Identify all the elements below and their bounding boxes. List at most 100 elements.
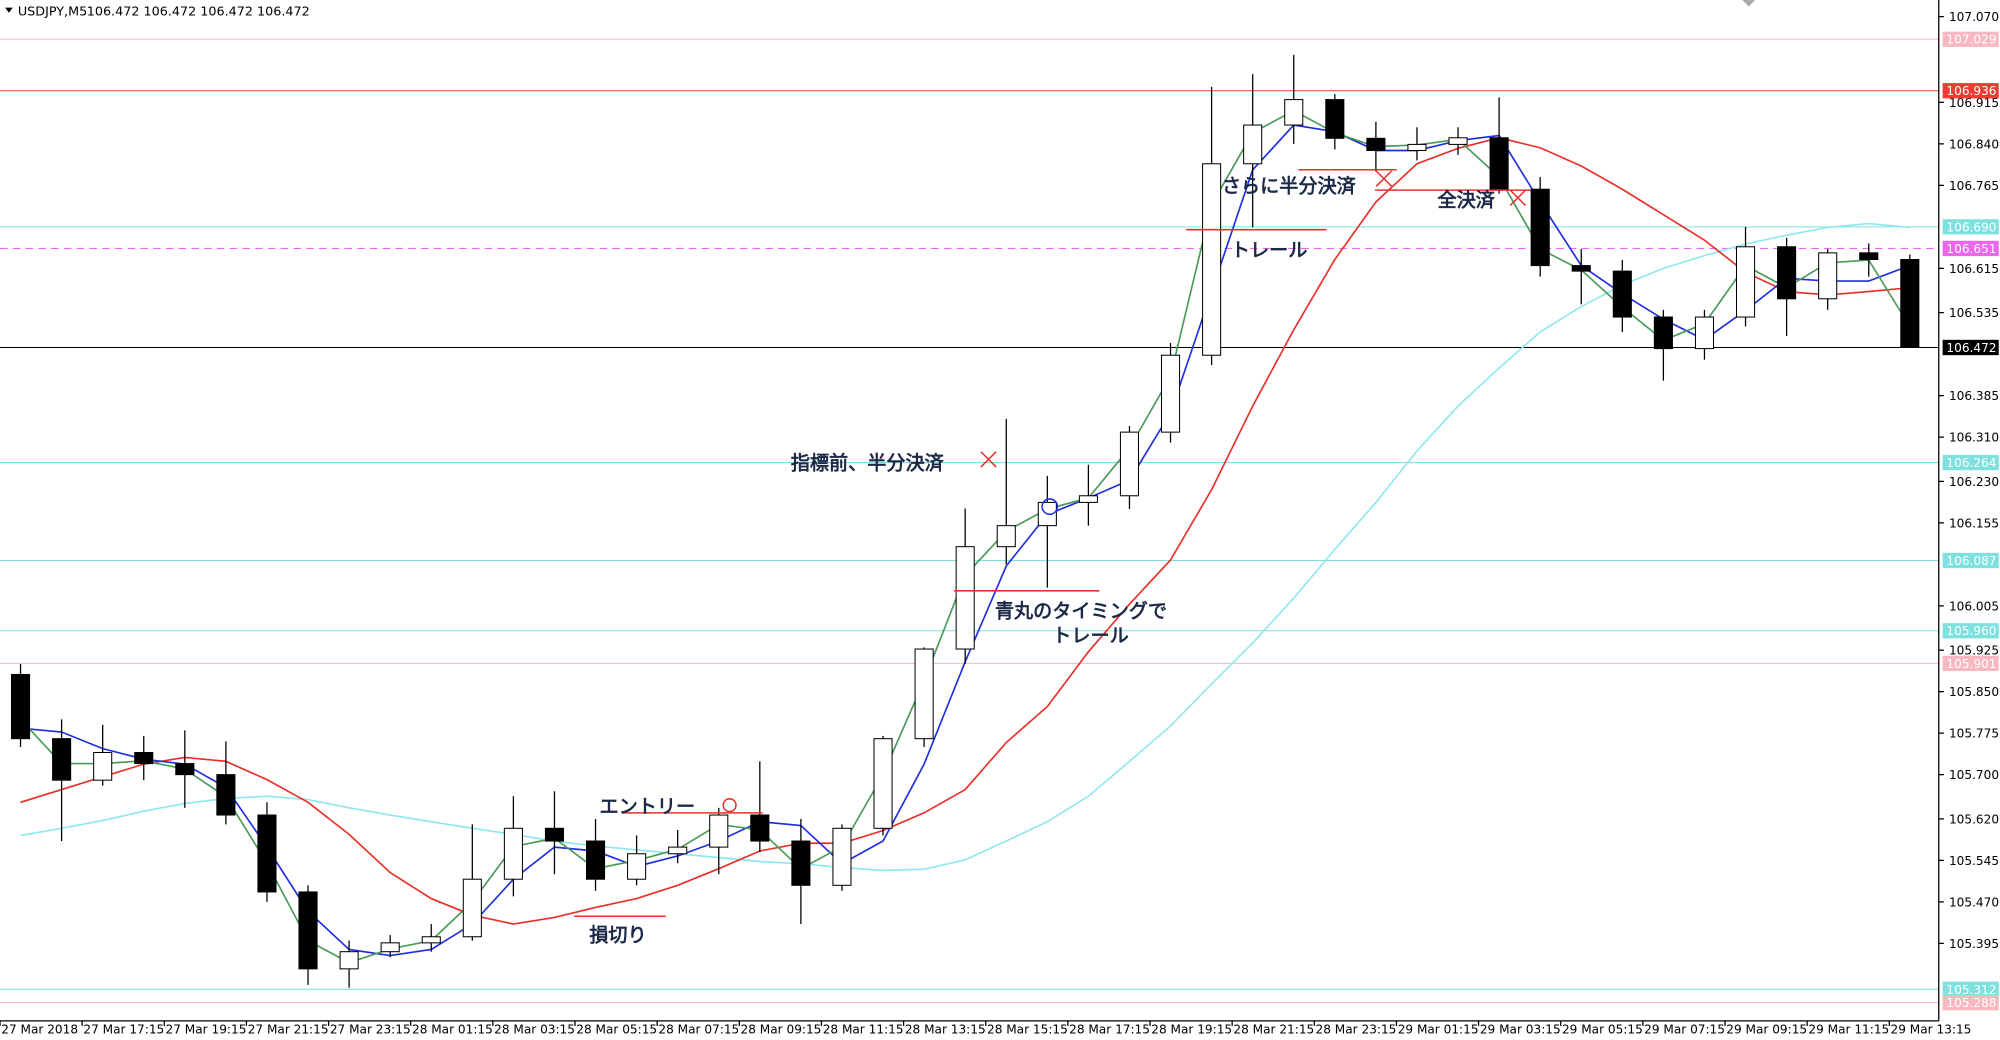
candle-body (709, 814, 729, 848)
candle-body (175, 763, 195, 776)
candle-body (955, 546, 975, 650)
level-label: 106.264 (1946, 456, 1996, 470)
shift-marker[interactable] (1742, 0, 1756, 7)
candle-body (93, 751, 113, 781)
y-tick-label: 106.155 (1949, 516, 1999, 530)
candle-body (914, 648, 934, 740)
candle-body (1777, 246, 1797, 300)
level-label: 106.087 (1946, 554, 1996, 568)
annotation: さらに半分決済 (1222, 175, 1357, 198)
blue-circle (1041, 498, 1059, 516)
candle-body (1571, 265, 1591, 272)
annotation: 青丸のタイミングで (995, 600, 1167, 623)
level-label-box (1942, 240, 1999, 257)
level-label: 105.901 (1946, 657, 1996, 671)
entry-circle (722, 798, 737, 813)
annotation: 全決済 (1437, 189, 1496, 212)
ma-line (20, 222, 1910, 872)
x-tick-label: 27 Mar 23:15 (330, 1023, 411, 1037)
level-label-box (1942, 994, 1999, 1011)
annotation: エントリー (599, 795, 695, 818)
x-tick-label: 27 Mar 21:15 (248, 1023, 329, 1037)
y-tick-label: 106.840 (1949, 137, 1999, 151)
candle-body (1243, 124, 1263, 165)
y-tick-label: 105.775 (1949, 727, 1999, 741)
candle-body (10, 673, 31, 740)
candle-body (421, 936, 441, 944)
x-tick-label: 27 Mar 19:15 (166, 1023, 247, 1037)
candle-body (1489, 137, 1509, 190)
candle-body (380, 942, 400, 953)
y-tick-label: 106.310 (1949, 431, 1999, 445)
candle-body (1078, 495, 1098, 503)
y-tick-label: 106.230 (1949, 475, 1999, 489)
candle-body (996, 525, 1016, 548)
level-label-box (1942, 31, 1999, 47)
x-tick-label: 29 Mar 11:15 (1808, 1023, 1889, 1037)
candle-body (1407, 143, 1427, 152)
candle-body (750, 814, 770, 842)
x-tick-label: 28 Mar 15:15 (987, 1023, 1068, 1037)
candle-body (1694, 316, 1715, 350)
x-tick-label: 28 Mar 03:15 (494, 1023, 575, 1037)
candles (10, 54, 1920, 988)
candle-body (1653, 316, 1673, 350)
annotation: 損切り (589, 924, 646, 947)
candle-body (503, 827, 523, 880)
ohlc-header: 106.472 106.472 106.472 106.472 (87, 4, 310, 19)
x-tick-label: 28 Mar 23:15 (1316, 1023, 1397, 1037)
menu-arrow[interactable] (5, 7, 13, 13)
y-tick-label: 105.545 (1949, 854, 1999, 868)
candle-body (462, 878, 482, 938)
y-tick-label: 106.765 (1949, 179, 1999, 193)
level-label: 106.472 (1946, 341, 1996, 355)
y-tick-label: 106.915 (1949, 96, 1999, 110)
candle-body (1859, 252, 1879, 261)
candle-body (257, 814, 277, 893)
x-tick-label: 29 Mar 01:15 (1398, 1023, 1479, 1037)
level-label: 105.960 (1946, 624, 1996, 638)
candle-body (873, 738, 893, 829)
x-tick-label: 28 Mar 17:15 (1069, 1023, 1150, 1037)
exit-mark (1509, 189, 1527, 206)
x-tick-label: 29 Mar 07:15 (1644, 1023, 1725, 1037)
annotation: 指標前、半分決済 (791, 452, 945, 475)
y-tick-label: 106.535 (1949, 306, 1999, 320)
level-label-box (1942, 981, 1999, 997)
ma-line (20, 136, 1910, 925)
y-tick-label: 105.395 (1949, 937, 1999, 951)
level-label: 105.312 (1946, 983, 1996, 997)
x-tick-label: 28 Mar 01:15 (412, 1023, 493, 1037)
candle-body (1284, 99, 1304, 126)
y-tick-label: 105.620 (1949, 812, 1999, 826)
candle-body (1366, 137, 1386, 152)
level-label: 106.936 (1946, 84, 1996, 98)
x-tick-label: 27 Mar 2018 (1, 1023, 78, 1037)
exit-mark (980, 451, 997, 468)
level-label-box (1942, 552, 1999, 569)
level-label-box (1942, 83, 1999, 99)
candle-body (1900, 258, 1920, 348)
y-tick-label: 105.700 (1949, 768, 1999, 782)
candle-body (1202, 163, 1222, 356)
candle-body (1119, 431, 1140, 497)
annotations (573, 168, 1531, 917)
candle-body (52, 738, 72, 781)
x-tick-label: 29 Mar 03:15 (1480, 1023, 1561, 1037)
candle-body (1735, 246, 1756, 318)
candle-body (832, 827, 852, 886)
level-label: 106.651 (1946, 242, 1996, 256)
x-tick-label: 27 Mar 17:15 (83, 1023, 164, 1037)
level-label-box (1942, 655, 1999, 672)
candle-body (216, 774, 236, 816)
candle-body (585, 840, 606, 880)
y-tick-label: 105.850 (1949, 685, 1999, 699)
x-tick-label: 28 Mar 09:15 (741, 1023, 822, 1037)
candle-body (339, 951, 359, 970)
candle-body (1325, 99, 1345, 139)
level-label-box (1942, 219, 1999, 235)
levels (0, 38, 1939, 1004)
y-tick-label: 106.385 (1949, 389, 1999, 403)
annotation: トレール (1052, 624, 1128, 647)
